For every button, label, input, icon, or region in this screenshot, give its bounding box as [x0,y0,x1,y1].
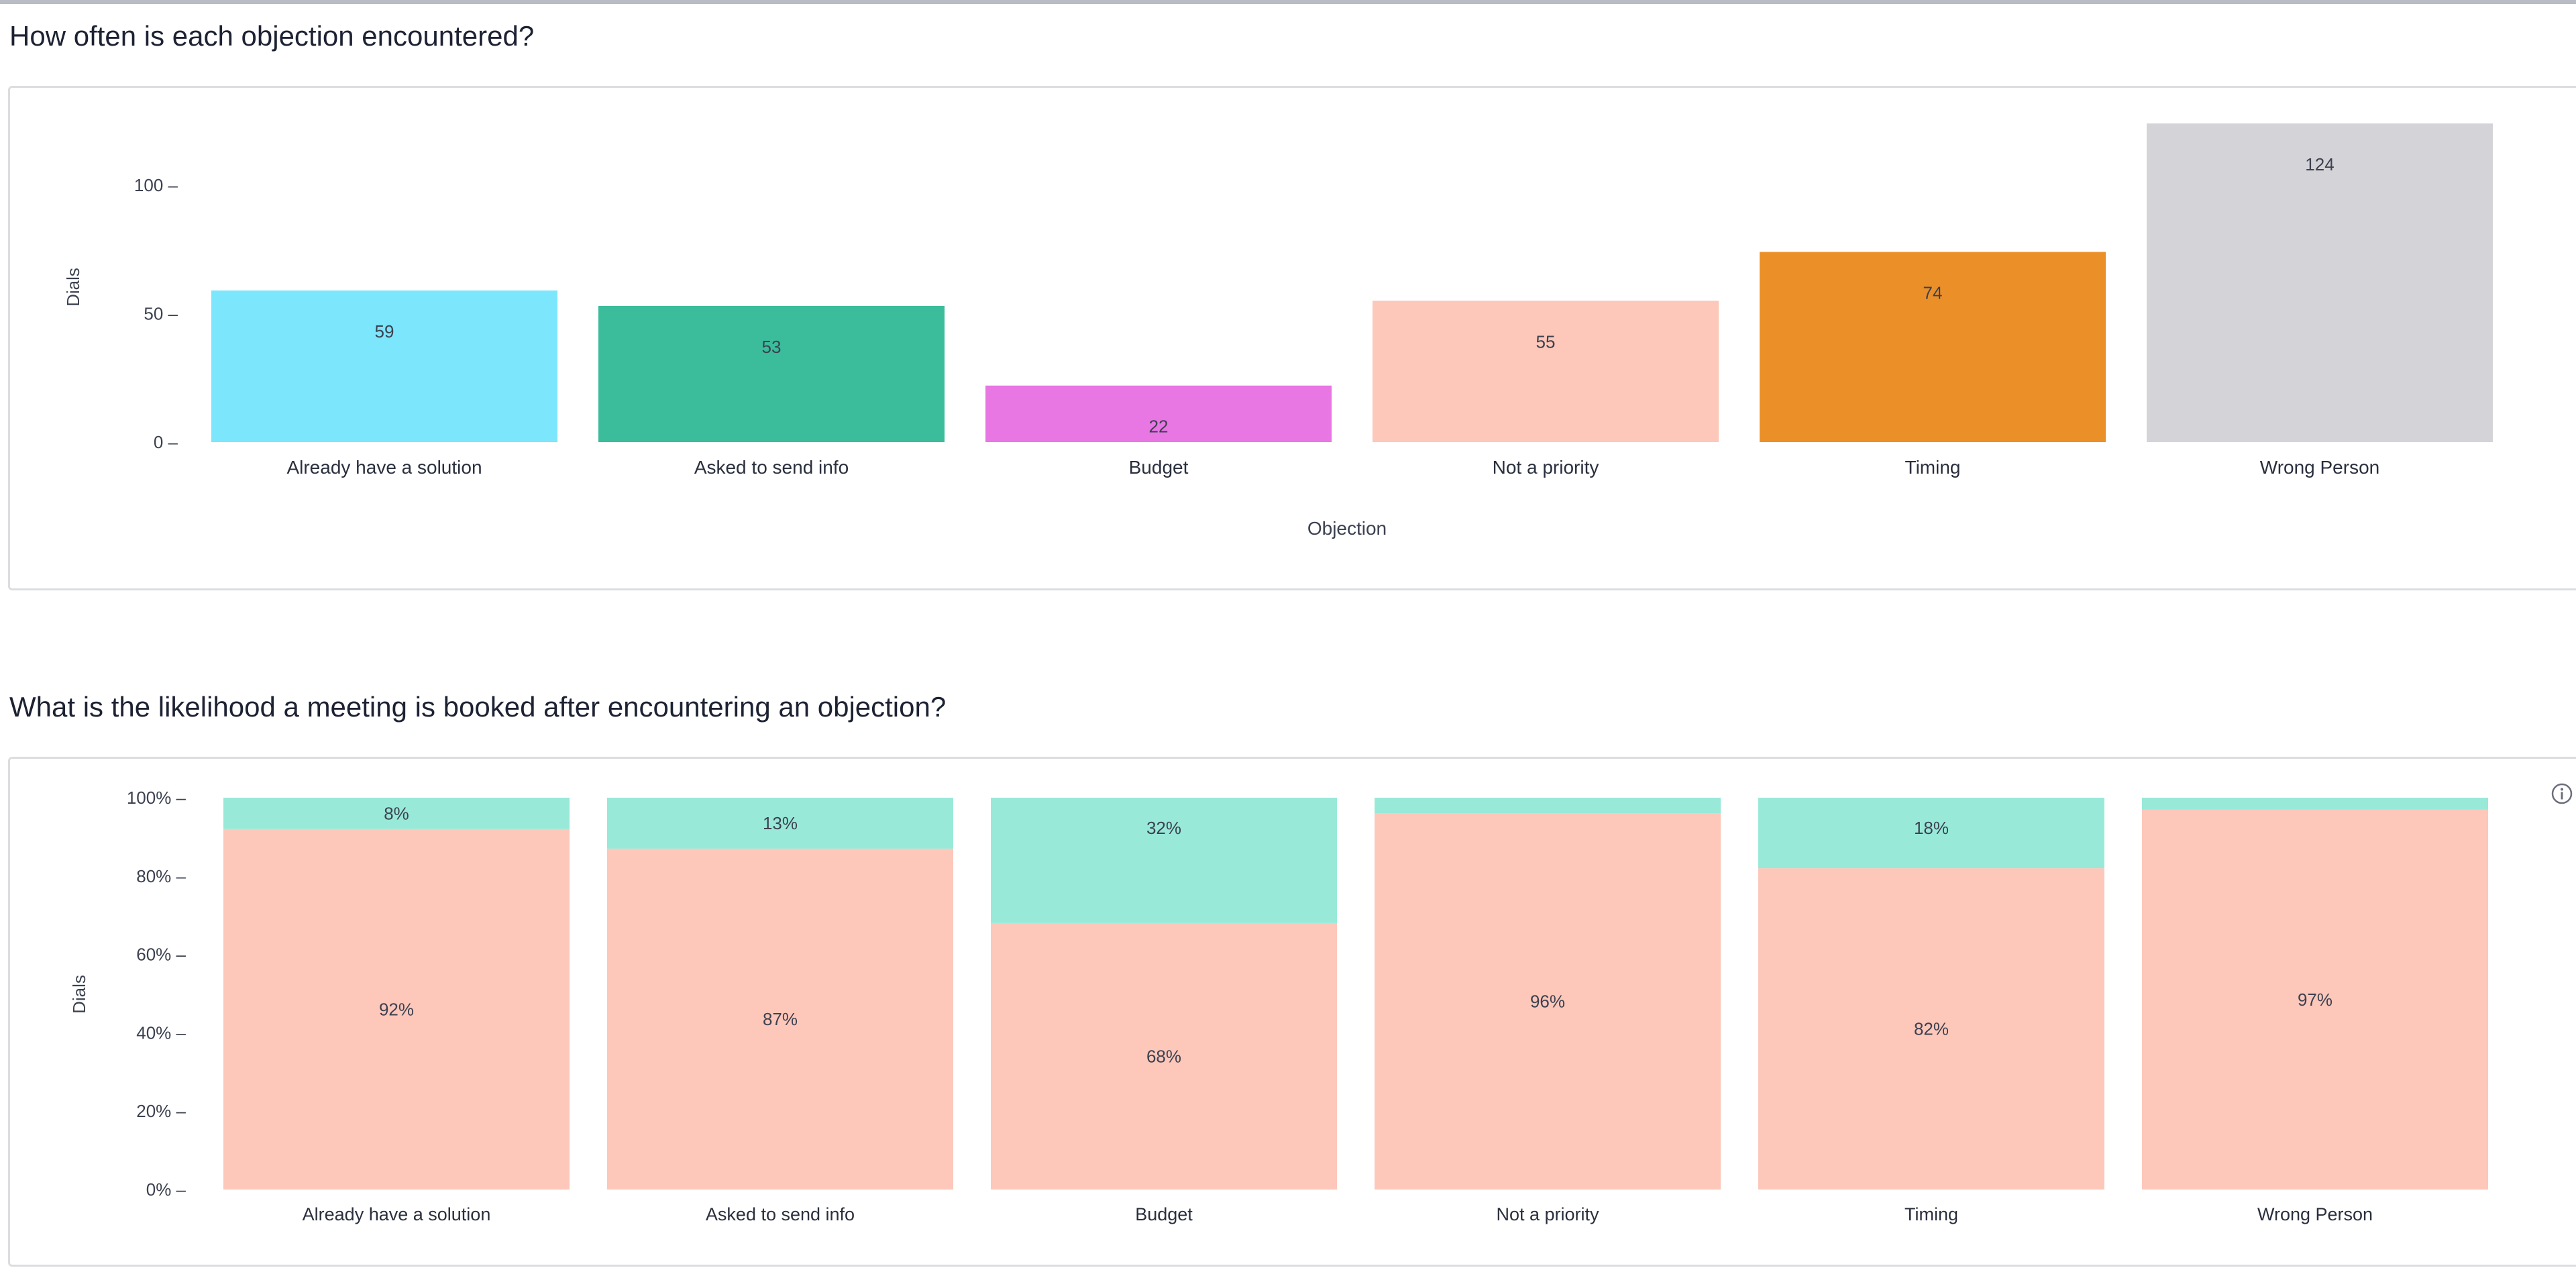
x-tick-label-not-a-priority: Not a priority [1496,1204,1599,1224]
x-tick-label-wrong-person: Wrong Person [2260,457,2379,478]
x-tick-label-asked-to-send-info: Asked to send info [706,1204,855,1224]
info-icon[interactable] [2551,782,2573,805]
bar-timing[interactable] [1760,252,2106,442]
bar-not-a-priority[interactable] [1373,301,1719,442]
y-axis-label: Dials [69,975,89,1014]
data-label-booked-already-have-a-solution: 8% [384,803,409,823]
bar-segment-not-booked-budget[interactable] [991,922,1337,1190]
x-tick-label-already-have-a-solution: Already have a solution [303,1204,491,1224]
bar-segment-not-booked-asked-to-send-info[interactable] [607,848,953,1190]
bar-already-have-a-solution[interactable] [211,290,557,442]
x-tick-label-budget: Budget [1129,457,1189,478]
data-label-not-booked-timing: 82% [1914,1019,1949,1039]
objection-frequency-chart: 0 – 50 – 100 – 59 53 22 55 74 124 Already have … [63,123,2493,539]
y-tick-label: 20% – [136,1101,186,1121]
data-label-not-booked-budget: 68% [1146,1046,1181,1066]
bar-segment-not-booked-wrong-person[interactable] [2142,809,2488,1190]
data-label-not-booked-asked-to-send-info: 87% [763,1009,798,1029]
bar-segment-booked-not-a-priority[interactable] [1375,798,1721,814]
y-tick-label: 80% – [136,866,186,886]
y-axis-label: Dials [63,268,83,307]
data-label-booked-timing: 18% [1914,818,1949,838]
bar-segment-booked-wrong-person[interactable] [2142,798,2488,810]
meeting-likelihood-chart-panel: 0% – 20% – 40% – 60% – 80% – 100% – 92% 8% 87% 1… [8,757,2576,1267]
data-label-wrong-person: 124 [2305,154,2334,174]
x-tick-label-wrong-person: Wrong Person [2257,1204,2373,1224]
x-tick-label-asked-to-send-info: Asked to send info [694,457,849,478]
data-label-not-a-priority: 55 [1536,331,1556,352]
data-label-not-booked-already-have-a-solution: 92% [379,999,414,1019]
data-label-asked-to-send-info: 53 [762,337,782,357]
bar-segment-booked-asked-to-send-info[interactable] [607,798,953,849]
data-label-timing: 74 [1923,283,1943,303]
bar-segment-not-booked-timing[interactable] [1758,868,2104,1190]
top-rule [0,0,2576,4]
data-label-budget: 22 [1149,417,1169,437]
y-tick-label: 60% – [136,945,186,965]
x-axis-label: Objection [1307,518,1387,539]
chart-title-objection-frequency: How often is each objection encountered? [9,20,535,52]
y-tick-label: 50 – [144,303,178,323]
meeting-likelihood-chart: 0% – 20% – 40% – 60% – 80% – 100% – 92% 8% 87% 1… [69,788,2488,1224]
data-label-already-have-a-solution: 59 [375,321,394,341]
bar-segment-not-booked-already-have-a-solution[interactable] [223,829,570,1190]
y-tick-label: 0% – [146,1179,186,1200]
y-tick-label: 0 – [154,432,178,452]
data-label-booked-budget: 32% [1146,818,1181,838]
x-tick-label-timing: Timing [1904,1204,1958,1224]
y-tick-label: 40% – [136,1022,186,1043]
bar-budget[interactable] [985,385,1332,442]
y-tick-label: 100% – [127,788,186,808]
data-label-booked-asked-to-send-info: 13% [763,813,798,833]
bar-segment-not-booked-not-a-priority[interactable] [1375,813,1721,1190]
y-tick-label: 100 – [134,175,178,195]
x-tick-label-already-have-a-solution: Already have a solution [286,457,482,478]
bar-wrong-person[interactable] [2147,123,2493,442]
data-label-not-booked-wrong-person: 97% [2298,990,2332,1010]
chart-title-meeting-likelihood: What is the likelihood a meeting is book… [9,691,947,723]
bar-segment-booked-already-have-a-solution[interactable] [223,798,570,829]
data-label-not-booked-not-a-priority: 96% [1530,992,1565,1012]
bar-segment-booked-timing[interactable] [1758,798,2104,869]
x-tick-label-budget: Budget [1135,1204,1193,1224]
x-tick-label-timing: Timing [1905,457,1961,478]
bar-asked-to-send-info[interactable] [598,305,945,442]
x-tick-label-not-a-priority: Not a priority [1493,457,1599,478]
objection-frequency-chart-panel: 0 – 50 – 100 – 59 53 22 55 74 124 Already have … [8,86,2576,590]
bar-segment-booked-budget[interactable] [991,798,1337,923]
